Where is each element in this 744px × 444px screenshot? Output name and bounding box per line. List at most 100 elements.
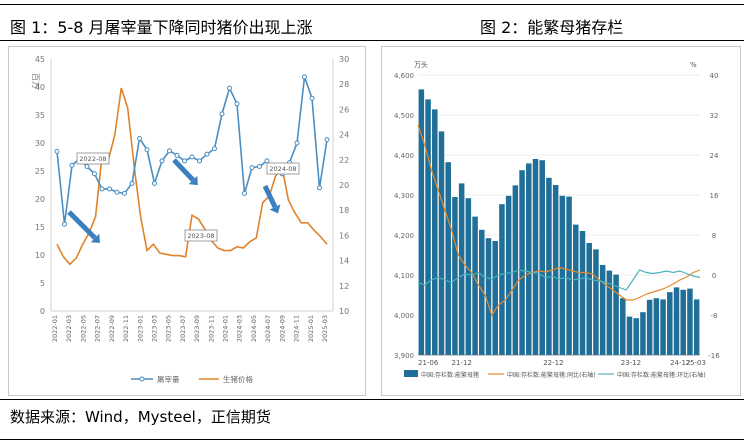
sow-inventory-bar [539,160,545,355]
trend-arrow [262,184,278,209]
x-tick-label: 2025-03 [321,315,329,342]
slaughter-point [189,154,195,160]
yoy-line [417,124,701,317]
sow-inventory-bar [633,318,639,355]
y-tick-label-left: 25 [35,167,45,176]
sow-inventory-bar [499,204,505,355]
sow-inventory-bar [505,195,512,355]
legend-yoy-label: 中国:存栏数:能繁母猪:同比(右轴) [507,371,596,379]
sow-inventory-bar [667,292,673,355]
slaughter-point [302,74,307,80]
x-tick-label: 2022-07 [94,315,102,342]
sow-inventory-bar [573,224,579,355]
slaughter-point [174,152,180,158]
slaughter-point [212,146,217,152]
y-tick-label-right: 16 [710,192,719,200]
y-tick-label-right: 16 [339,231,349,240]
slaughter-point [317,185,322,191]
sow-inventory-bar [438,131,445,355]
chart-2: 万头 % 3,900 4,000 4,100 4,200 4,300 4,400 4,500 4,… [394,60,720,379]
sow-inventory-bar [613,274,619,355]
x-tick-label: 2023-09 [193,315,201,342]
slaughter-point [197,158,202,164]
y-tick-label-left: 4,500 [394,112,414,120]
slaughter-point [159,158,165,164]
y-axis-unit-right: % [690,61,697,69]
y-tick-label-right: 20 [339,181,349,190]
slaughter-point [324,137,330,143]
x-tick-label: 24-12 [670,359,690,367]
y-tick-label-left: 4,100 [394,272,414,280]
slaughter-point [129,180,135,186]
y-tick-label-right: 10 [339,307,349,316]
slaughter-point [122,190,127,196]
x-tick-label: 2024-01 [222,315,230,342]
sow-inventory-bar [687,288,693,355]
y-tick-label-left: 4,300 [394,192,414,200]
sow-inventory-bar [458,183,465,355]
trend-arrow-head [188,175,198,186]
sow-inventory-bar [492,241,498,355]
slaughter-point [114,189,120,195]
x-tick-label: 2024-09 [278,315,286,342]
x-tick-label: 23-12 [621,359,641,367]
slaughter-point [249,165,255,171]
sow-inventory-bar [519,170,525,355]
y-tick-label-right: 28 [339,80,349,89]
x-tick-label: 21-12 [452,359,472,367]
y-tick-label-left: 15 [35,223,45,232]
sow-inventory-bar [552,185,559,355]
y-tick-label-left: 4,600 [394,72,414,80]
x-tick-label: 2022-03 [65,315,73,342]
x-tick-label: 2023-07 [179,315,187,342]
sow-inventory-bar [425,99,431,356]
source-note: 数据来源：Wind，Mysteel，正信期货 [10,408,271,426]
x-tick-label: 22-12 [543,359,563,367]
sow-inventory-bar [579,231,586,355]
legend-bar-swatch [404,370,418,377]
y-tick-label-left: 45 [35,55,45,64]
sow-inventory-bar [620,298,626,355]
sow-inventory-bar [418,89,425,356]
x-tick-label: 2024-07 [264,315,272,342]
slaughter-point [309,95,315,101]
x-tick-label: 2022-09 [108,315,116,342]
annotation-label: 2022-08 [79,155,106,163]
sow-inventory-bar [512,185,519,355]
sow-inventory-bar [599,265,606,355]
annotation-box [184,229,218,242]
sow-inventory-bar [606,270,613,355]
slaughter-point [92,171,97,177]
y-tick-label-left: 20 [35,195,45,204]
x-tick-label: 2025-01 [307,315,315,342]
trend-arrow [172,158,195,182]
slaughter-point [167,148,172,154]
slaughter-point [182,158,187,164]
figure-2-title: 图 2：能繁母猪存栏 [480,18,624,37]
legend-mom-label: 中国:存栏数:能繁母猪:环比(右轴) [617,371,706,379]
y-tick-label-left: 10 [35,251,45,260]
y-tick-label-right: 0 [712,272,716,280]
x-tick-label: 2022-05 [79,315,87,342]
y-tick-label-right: -16 [708,352,720,360]
sow-inventory-bar [479,229,485,355]
slaughter-point [69,162,75,168]
y-axis-unit: 百万 [31,73,40,89]
x-tick-label: 2023-01 [136,315,144,342]
x-tick-label: 2024-11 [293,315,301,342]
legend-price-label: 生猪价格 [223,374,253,384]
x-tick-label: 2023-11 [207,315,215,342]
header-rule [0,40,744,41]
y-tick-label-right: 30 [339,55,349,64]
slaughter-point [84,164,90,170]
sow-inventory-bar [546,177,552,355]
sow-inventory-bar [452,197,458,355]
slaughter-point [62,221,67,227]
y-tick-label-right: 18 [339,206,349,215]
y-tick-label-left: 5 [40,279,45,288]
annotation-box [76,152,110,165]
sow-inventory-bar [485,238,492,355]
slaughter-point [144,147,150,153]
slaughter-point [219,111,225,117]
slaughter-point [137,136,142,142]
